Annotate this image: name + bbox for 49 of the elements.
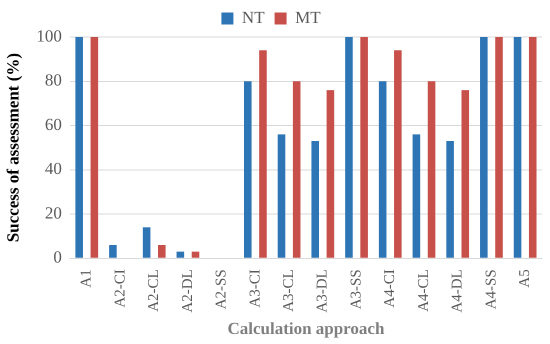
x-tick-label: A5 [517,269,534,288]
x-tick-label: A3-DL [314,269,331,313]
y-tick-label: 80 [44,70,62,90]
bar [158,245,166,258]
bar [412,134,420,258]
bar [326,90,334,258]
bar [446,141,454,258]
y-tick-label: 0 [53,248,62,267]
x-tick-label: A4-SS [483,269,500,310]
y-tick-label: 100 [36,26,62,46]
x-tick-label: A4-DL [450,269,466,313]
bar [292,81,300,258]
x-tick-label: A2-SS [214,269,230,310]
bar [461,90,470,258]
bar [244,81,252,258]
bar [378,81,386,258]
y-tick-label: 40 [44,159,62,178]
bar [345,37,353,258]
legend-label: NT [242,8,266,27]
x-tick-label: A3-CL [281,269,298,312]
x-tick-label: A3-SS [348,269,364,310]
x-tick-label: A2-CI [112,269,128,308]
bar [75,37,83,258]
y-tick-label: 60 [44,114,62,134]
bar [514,37,522,258]
bar [109,245,117,258]
bar [259,50,267,258]
legend-label: MT [295,8,322,27]
bar [142,227,150,258]
x-tick-label: A2-DL [180,269,196,313]
bar [360,37,368,258]
x-tick-label: A2-CL [146,269,162,312]
bar [480,37,488,258]
bar [311,141,320,258]
bar [495,37,503,258]
bar [528,37,537,258]
bar [428,81,436,258]
x-axis-title: Calculation approach [227,319,385,338]
x-tick-label: A3-CI [247,269,264,308]
bar [192,252,200,258]
x-tick-label: A1 [78,269,95,288]
bar [394,50,402,258]
bar [176,252,184,258]
x-tick-label: A4-CL [416,269,432,312]
y-tick-label: 20 [44,203,62,222]
bar [90,37,98,258]
y-axis-title: Success of assessment (%) [4,52,23,242]
bar [278,134,286,258]
x-tick-label: A4-CI [382,269,398,308]
